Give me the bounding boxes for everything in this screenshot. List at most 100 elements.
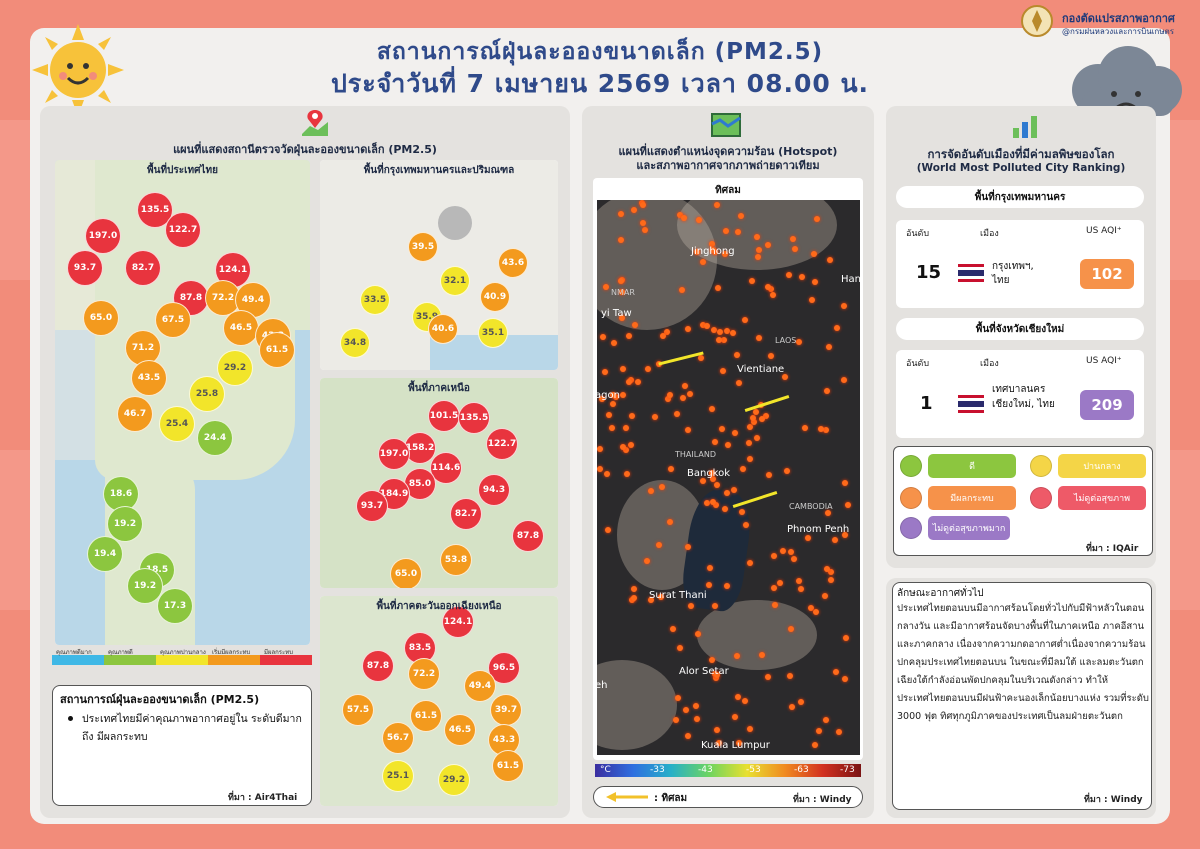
- legend-label: คุณภาพดี: [108, 649, 133, 656]
- northeast-map: พื้นที่ภาคตะวันออกเฉียงเหนือ 124.1 83.5 87…: [320, 596, 558, 806]
- hotspot-dot: [651, 414, 658, 421]
- hotspot-dot: [755, 335, 762, 342]
- hotspot-dot: [710, 326, 717, 333]
- hotspot-dot: [765, 673, 772, 680]
- hotspot-dot: [731, 429, 738, 436]
- pm25-summary-title: สถานการณ์ฝุ่นละอองขนาดเล็ก (PM2.5): [60, 693, 260, 706]
- bkk-section-label: พื้นที่กรุงเทพมหานคร: [974, 192, 1066, 203]
- hotspot-dot: [736, 380, 743, 387]
- page-date: ประจำวันที่ 7 เมษายน 2569 เวลา 08.00 น.: [330, 69, 870, 98]
- hotspot-dot: [818, 425, 825, 432]
- hotspot-dot: [734, 228, 741, 235]
- hotspot-dot: [807, 605, 814, 612]
- map-place-label: Alor Setar: [679, 666, 729, 677]
- aqi-level-label: มีผลกระทบ: [928, 486, 1016, 510]
- station-bubble: 35.1: [478, 318, 508, 348]
- hotspot-dot: [699, 259, 706, 266]
- hotspot-dot: [718, 425, 725, 432]
- hotspot-dot: [617, 211, 624, 218]
- hotspot-dot: [618, 237, 625, 244]
- hotspot-dot: [655, 542, 662, 549]
- hotspot-dot: [786, 271, 793, 278]
- hotspot-dot: [673, 410, 680, 417]
- hotspot-dot: [709, 241, 716, 248]
- colorbar-tick: -43: [698, 765, 713, 775]
- city-column-header: เมือง: [980, 229, 999, 239]
- pm25-summary-bullet-dot: [68, 716, 73, 721]
- hotspot-dot: [843, 635, 850, 642]
- aqi-face-icon: [900, 487, 922, 509]
- hotspot-dot: [756, 247, 763, 254]
- hotspot-dot: [840, 377, 847, 384]
- hotspot-dot: [604, 470, 611, 477]
- hotspot-dot: [714, 481, 721, 488]
- hotspot-dot: [796, 339, 803, 346]
- hotspot-dot: [798, 274, 805, 281]
- hotspot-dot: [814, 215, 821, 222]
- aqi-face-icon: [900, 517, 922, 539]
- hotspot-dot: [788, 626, 795, 633]
- hotspot-dot: [777, 580, 784, 587]
- hotspot-dot: [722, 505, 729, 512]
- hotspot-dot: [709, 499, 716, 506]
- hotspot-source: ที่มา : Windy: [793, 795, 852, 805]
- hotspot-dot: [754, 254, 761, 261]
- hotspot-dot: [620, 443, 627, 450]
- hotspot-dot: [641, 227, 648, 234]
- hotspot-dot: [738, 213, 745, 220]
- hotspot-dot: [765, 471, 772, 478]
- station-bubble: 61.5: [259, 332, 295, 368]
- hotspot-dot: [768, 286, 775, 293]
- hotspot-dot: [731, 487, 738, 494]
- hotspot-dot: [631, 594, 638, 601]
- station-bubble: 93.7: [356, 490, 388, 522]
- station-bubble: 25.1: [382, 760, 414, 792]
- station-bubble: 39.7: [490, 694, 522, 726]
- hotspot-dot: [731, 713, 738, 720]
- hotspot-dot: [739, 465, 746, 472]
- hotspot-dot: [790, 236, 797, 243]
- hotspot-dot: [630, 586, 637, 593]
- station-bubble: 94.3: [478, 474, 510, 506]
- hotspot-dot: [668, 466, 675, 473]
- thailand-flag-icon: [958, 395, 984, 413]
- station-bubble: 93.7: [67, 250, 103, 286]
- weather-source: ที่มา : Windy: [1084, 795, 1143, 805]
- hotspot-dot: [763, 413, 770, 420]
- hotspot-dot: [696, 217, 703, 224]
- hotspot-dot: [603, 284, 610, 291]
- aqi-face-icon: [1030, 455, 1052, 477]
- hotspot-dot: [678, 286, 685, 293]
- thailand-map-label: พื้นที่ประเทศไทย: [147, 165, 218, 176]
- hotspot-dot: [707, 565, 714, 572]
- hotspot-dot: [700, 321, 707, 328]
- colorbar-tick: -53: [746, 765, 761, 775]
- station-bubble: 135.5: [458, 402, 490, 434]
- hotspot-dot: [765, 283, 771, 290]
- map-place-label: agon: [597, 390, 620, 401]
- hotspot-dot: [609, 424, 616, 431]
- hotspot-dot: [681, 214, 688, 221]
- hotspot-dot: [703, 322, 710, 329]
- hotspot-dot: [758, 652, 765, 659]
- station-bubble: 61.5: [492, 750, 524, 782]
- hotspot-dot: [804, 534, 811, 541]
- station-bubble: 25.4: [159, 406, 195, 442]
- hotspot-dot: [648, 487, 655, 494]
- station-bubble: 114.6: [430, 452, 462, 484]
- ranking-chart-icon: [1013, 116, 1037, 138]
- hotspot-dot: [609, 391, 616, 398]
- hotspot-dot: [716, 739, 723, 746]
- hotspot-dot: [758, 416, 765, 423]
- station-bubble: 46.7: [117, 396, 153, 432]
- aqi-column-header: US AQI⁺: [1086, 226, 1122, 236]
- hotspot-dot: [823, 716, 830, 723]
- hotspot-dot: [770, 552, 777, 559]
- station-bubble: 197.0: [378, 438, 410, 470]
- hotspot-dot: [749, 415, 756, 422]
- hotspot-subtitle: และสภาพอากาศจากภาพถ่ายดาวเทียม: [636, 159, 820, 172]
- hotspot-dot: [685, 732, 692, 739]
- station-bubble: 197.0: [85, 218, 121, 254]
- legend-segment: [208, 655, 260, 665]
- rank-column-header: อันดับ: [906, 359, 930, 369]
